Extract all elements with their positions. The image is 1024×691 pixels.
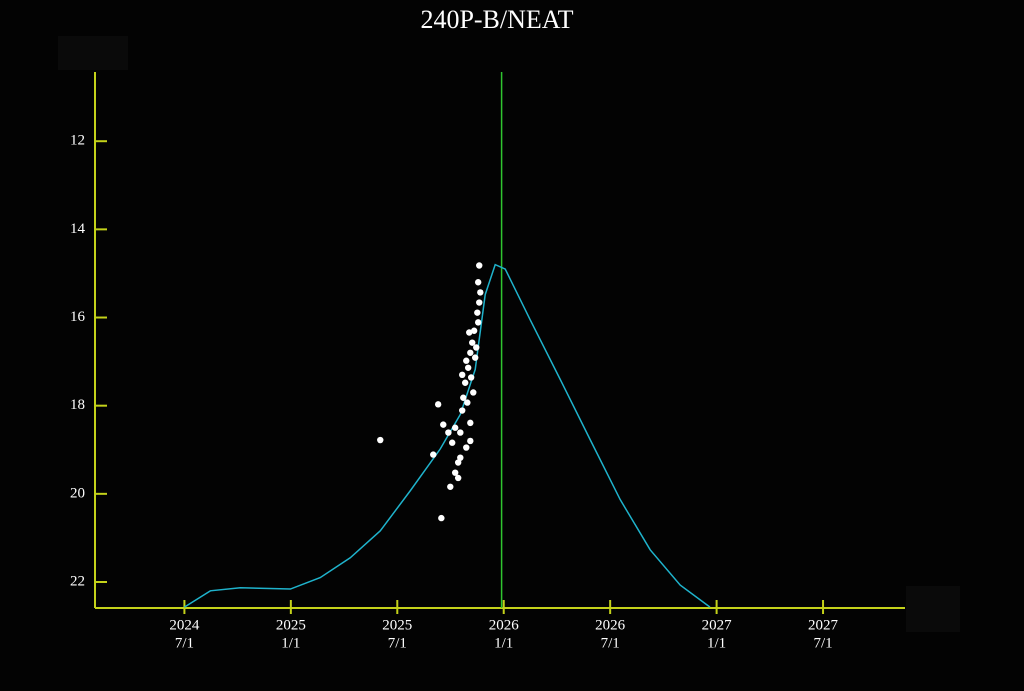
observation-point — [469, 339, 476, 346]
x-tick-label: 1/1 — [494, 635, 513, 651]
observation-point — [470, 327, 478, 334]
x-tick-label: 7/1 — [813, 635, 832, 651]
observation-point — [473, 344, 480, 351]
observation-point — [466, 329, 473, 336]
observation-point — [467, 437, 474, 445]
observation-point — [430, 451, 437, 458]
observation-point — [464, 364, 472, 371]
observation-point — [464, 399, 471, 406]
y-tick-label: 12 — [70, 133, 85, 149]
y-tick-label: 22 — [70, 573, 85, 589]
observation-point — [467, 419, 474, 427]
x-tick-label: 2026 — [489, 617, 520, 633]
observation-point — [474, 319, 482, 326]
x-tick-label: 2027 — [702, 617, 733, 633]
observation-point — [459, 371, 466, 379]
observation-point — [459, 407, 466, 414]
y-tick-label: 18 — [70, 397, 85, 413]
observation-point — [467, 374, 475, 381]
y-tick-label: 14 — [70, 221, 86, 237]
observation-point — [467, 349, 474, 356]
x-tick-label: 2025 — [276, 617, 306, 633]
observation-point — [434, 401, 442, 408]
observation-point — [438, 514, 445, 522]
observation-point — [454, 459, 462, 466]
observation-point — [377, 436, 384, 444]
observation-point — [460, 394, 467, 401]
observation-point — [454, 474, 462, 482]
x-tick-label: 1/1 — [281, 635, 300, 651]
x-tick-label: 1/1 — [707, 635, 726, 651]
observation-point — [476, 299, 483, 306]
observation-point — [474, 279, 482, 286]
observation-point — [470, 389, 477, 396]
observation-point — [447, 483, 454, 490]
corner-box — [58, 36, 128, 70]
y-tick-label: 16 — [70, 309, 86, 325]
x-tick-label: 7/1 — [388, 635, 407, 651]
observation-point — [463, 357, 470, 364]
observation-point — [457, 454, 464, 461]
observation-point — [451, 424, 459, 431]
x-tick-label: 2025 — [382, 617, 412, 633]
observation-point — [474, 309, 481, 316]
corner-box — [906, 586, 960, 632]
observation-point — [445, 429, 452, 436]
observation-point — [477, 289, 484, 296]
model-curve — [184, 263, 711, 608]
observation-point — [471, 354, 479, 361]
x-tick-label: 2026 — [595, 617, 626, 633]
chart-title: 240P-B/NEAT — [420, 5, 573, 34]
observation-point — [461, 379, 469, 386]
x-tick-label: 7/1 — [601, 635, 620, 651]
observation-point — [463, 444, 470, 451]
observation-point — [449, 439, 456, 446]
observation-point — [476, 262, 483, 269]
x-tick-label: 7/1 — [175, 635, 194, 651]
observation-point — [451, 469, 459, 476]
x-tick-label: 2024 — [169, 617, 200, 633]
y-tick-label: 20 — [70, 485, 85, 501]
observation-point — [440, 421, 447, 428]
x-tick-label: 2027 — [808, 617, 839, 633]
observation-point — [457, 429, 464, 436]
